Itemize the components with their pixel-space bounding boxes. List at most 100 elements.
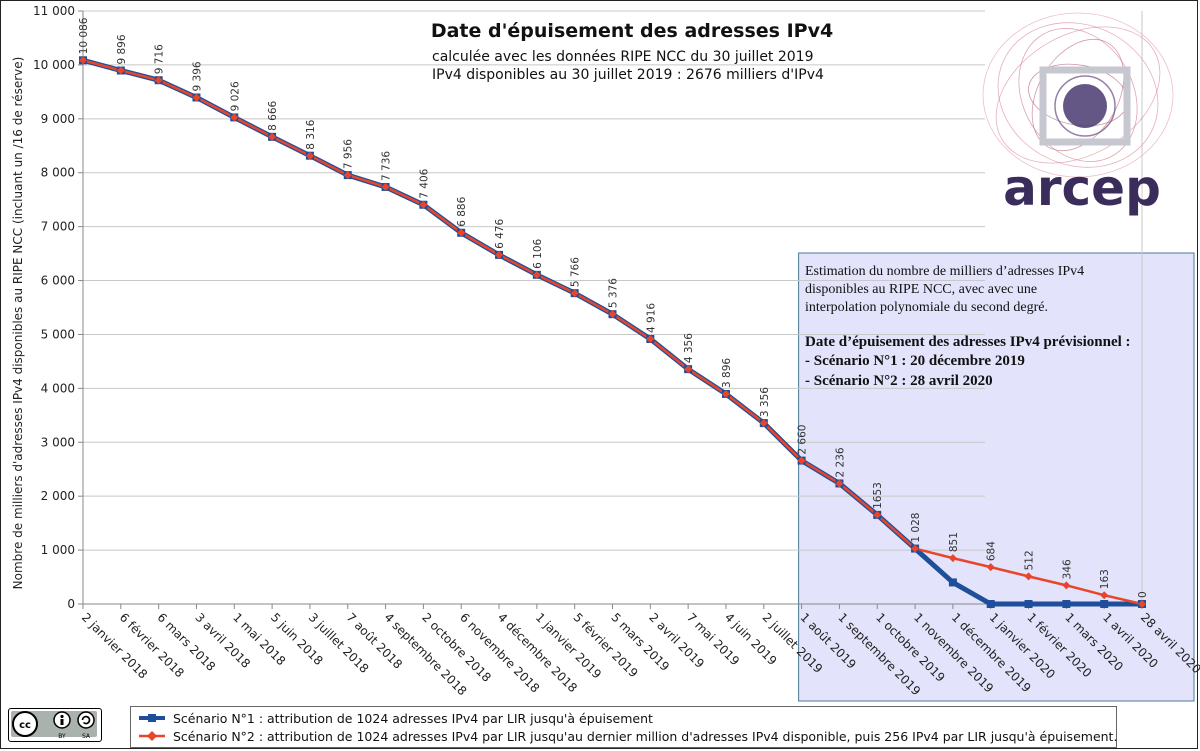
data-labels: 10 086 9 896 9 716 9 396 9 026 8 666 8 316 7 95…: [78, 17, 1149, 598]
data-label: 3 896: [721, 358, 733, 388]
grid-lines: [83, 10, 985, 605]
y-tick-label: 2 000: [41, 489, 75, 503]
marker-scenario2: [79, 56, 87, 65]
marker-scenario2: [532, 270, 541, 279]
sa-icon: [77, 711, 95, 729]
data-label: 9 896: [116, 34, 128, 64]
data-label: 5 376: [608, 278, 620, 308]
y-tick-label: 11 000: [33, 4, 75, 18]
sa-label: SA: [82, 733, 91, 740]
marker-scenario2: [835, 479, 844, 488]
marker-scenario2: [759, 419, 768, 428]
data-label: 5 766: [570, 257, 582, 287]
marker-scenario1: [948, 578, 957, 587]
data-label: 9 396: [191, 61, 203, 91]
y-tick-label: 8 000: [41, 166, 75, 180]
marker-scenario2: [1138, 600, 1146, 608]
legend-label-scenario1: Scénario N°1 : attribution de 1024 adres…: [173, 710, 653, 726]
marker-scenario1: [986, 600, 995, 608]
marker-scenario2: [305, 151, 314, 160]
cc-icon-text: cc: [19, 720, 31, 731]
estimation-scenario2: - Scénario N°2 : 28 avril 2020: [805, 373, 993, 389]
data-label: 7 956: [343, 139, 355, 169]
marker-scenario2: [684, 365, 693, 374]
marker-scenario2: [1100, 591, 1109, 600]
data-label: 7 736: [381, 151, 393, 181]
data-label: 4 916: [645, 303, 657, 333]
data-label: 346: [1061, 559, 1073, 579]
data-label: 9 716: [154, 44, 166, 74]
data-label: 851: [948, 532, 960, 552]
legend-entry-scenario2: Scénario N°2 : attribution de 1024 adres…: [139, 727, 1117, 745]
chart-title: Date d'épuisement des adresses IPv4: [431, 20, 833, 42]
marker-scenario2: [495, 250, 504, 259]
marker-scenario2: [570, 289, 579, 298]
logo-text: arcep: [1003, 159, 1161, 217]
marker-scenario2: [986, 563, 995, 572]
y-tick-labels: 0 1 000 2 000 3 000 4 000 5 000 6 000 7 000 8 00…: [33, 4, 83, 611]
data-label: 8 666: [267, 100, 279, 130]
data-label: 10 086: [78, 17, 90, 54]
y-tick-label: 10 000: [33, 58, 75, 72]
estimation-box: [798, 252, 1195, 702]
data-label: 6 106: [532, 238, 544, 268]
data-label: 4 356: [683, 333, 695, 363]
data-label: 684: [986, 541, 998, 561]
data-label: 0: [1137, 591, 1149, 598]
marker-scenario2: [230, 113, 239, 122]
marker-scenario1: [1062, 600, 1071, 608]
legend-label-scenario2: Scénario N°2 : attribution de 1024 adres…: [173, 728, 1118, 744]
chart-legend: Scénario N°1 : attribution de 1024 adres…: [130, 706, 1117, 748]
series-markers: [79, 56, 1146, 608]
estimation-heading: Date d’épuisement des adresses IPv4 prév…: [805, 334, 1131, 350]
data-label: 6 476: [494, 219, 506, 249]
data-label: 512: [1024, 550, 1036, 570]
marker-scenario2: [911, 544, 920, 553]
marker-scenario1: [1024, 600, 1033, 608]
estimation-text-line1: Estimation du nombre de milliers d’adres…: [805, 264, 1084, 279]
data-label: 2 660: [797, 425, 809, 455]
cc-badge-icons: cc BY SA: [12, 711, 95, 740]
data-label: 7 406: [418, 168, 430, 198]
y-tick-label: 5 000: [41, 327, 75, 341]
data-label: 3 356: [759, 387, 771, 417]
chart-subtitle-line1: calculée avec les données RIPE NCC du 30…: [432, 49, 814, 65]
marker-scenario2: [873, 510, 882, 519]
marker-scenario2: [1062, 581, 1071, 590]
data-label: 8 316: [305, 119, 317, 149]
marker-scenario2: [116, 66, 125, 75]
chart-subtitle-line2: IPv4 disponibles au 30 juillet 2019 : 26…: [432, 67, 824, 83]
estimation-text-line2: disponibles au RIPE NCC, avec avec une: [805, 282, 1037, 297]
data-label: 163: [1099, 569, 1111, 589]
y-tick-label: 3 000: [41, 435, 75, 449]
logo-emblem-icon: [982, 12, 1174, 178]
y-axis-label: Nombre de milliers d'adresses IPv4 dispo…: [11, 57, 25, 590]
marker-scenario2: [608, 310, 617, 319]
y-tick-label: 9 000: [41, 112, 75, 126]
legend-swatch-scenario2: [139, 731, 165, 741]
legend-entry-scenario1: Scénario N°1 : attribution de 1024 adres…: [139, 709, 653, 727]
marker-scenario2: [268, 132, 277, 141]
arcep-logo: arcep: [982, 12, 1174, 217]
legend-swatch-scenario1: [139, 714, 165, 722]
marker-scenario2: [646, 334, 655, 343]
marker-scenario2: [457, 228, 466, 237]
by-label: BY: [58, 733, 66, 740]
marker-scenario2: [192, 93, 201, 102]
data-label: 2 236: [834, 447, 846, 477]
y-tick-label: 4 000: [41, 381, 75, 395]
marker-scenario2: [797, 456, 806, 465]
y-tick-label: 0: [67, 597, 75, 611]
estimation-scenario1: - Scénario N°1 : 20 décembre 2019: [805, 353, 1025, 369]
x-tick-label: 2 janvier 2018: [79, 610, 150, 681]
y-tick-label: 7 000: [41, 220, 75, 234]
data-label: 9 026: [229, 81, 241, 111]
x-tick-label: 1 janvier 2019: [533, 610, 604, 681]
data-label: 1 028: [910, 513, 922, 543]
estimation-text-line3: interpolation polynomiale du second degr…: [805, 300, 1048, 315]
data-label: 1653: [872, 482, 884, 509]
marker-scenario1: [1100, 600, 1109, 608]
